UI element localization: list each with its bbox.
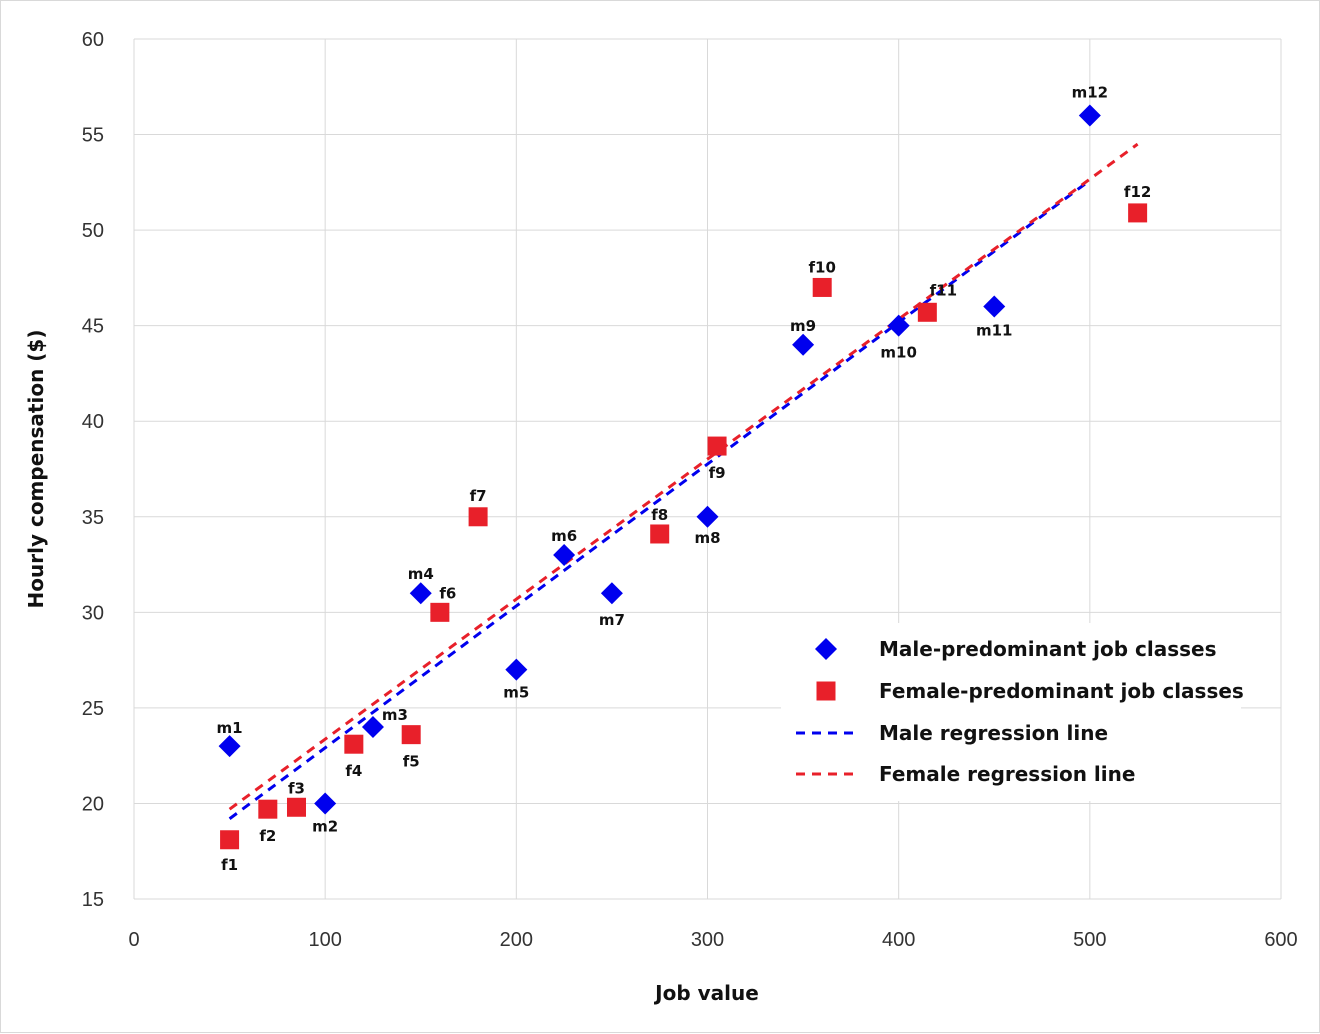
point-label: f7 — [470, 487, 487, 505]
legend-male-points-swatch — [815, 638, 837, 660]
y-tick-label: 45 — [82, 316, 104, 338]
point-label: m12 — [1072, 83, 1109, 101]
point-label: m7 — [599, 611, 625, 629]
male-point — [505, 658, 528, 681]
male-point — [696, 505, 719, 528]
grid — [133, 38, 1282, 900]
point-label: m2 — [312, 817, 338, 835]
male-point — [1078, 104, 1101, 127]
y-tick-label: 30 — [82, 602, 104, 624]
point-labels: m1 m2 m3 m4 m5 m6 m7 m8 m9 m10 m11 m12 f1 f2 f3 f4 f5 f6 f… — [217, 83, 1152, 873]
x-tick-label: 300 — [691, 929, 724, 951]
female-point — [650, 524, 670, 544]
female-point — [468, 507, 488, 527]
point-label: m5 — [503, 684, 529, 702]
point-label: f5 — [403, 753, 420, 771]
legend-background — [781, 623, 1241, 801]
female-point — [1128, 203, 1148, 223]
point-label: m3 — [382, 706, 408, 724]
female-point — [344, 734, 364, 754]
female-point — [707, 436, 727, 456]
female-point — [220, 830, 240, 850]
y-tick-label: 25 — [82, 698, 104, 720]
point-label: f4 — [345, 762, 362, 780]
male-point — [361, 716, 384, 738]
point-label: m1 — [217, 719, 243, 737]
point-label: m11 — [976, 322, 1013, 340]
female-point — [812, 277, 832, 297]
female-point — [286, 797, 306, 817]
y-tick-label: 35 — [82, 507, 104, 529]
point-label: f1 — [221, 856, 238, 874]
point-label: m4 — [408, 565, 434, 583]
x-tick-label: 100 — [308, 929, 341, 951]
data-points — [218, 104, 1148, 850]
legend-male-line-label: Male regression line — [879, 721, 1108, 745]
y-tick-label: 15 — [82, 889, 104, 911]
y-tick-label: 60 — [82, 29, 104, 51]
female-point — [917, 302, 937, 322]
y-tick-label: 55 — [82, 125, 104, 147]
male-point — [409, 582, 432, 605]
male-regression-line — [228, 179, 1091, 820]
male-point — [887, 314, 910, 337]
point-label: f2 — [259, 827, 276, 845]
point-label: f12 — [1124, 183, 1151, 201]
point-label: m10 — [880, 344, 917, 362]
regression-lines — [228, 142, 1139, 820]
x-tick-label: 0 — [128, 929, 139, 951]
tick-labels: 0 100 200 300 400 500 600 15 20 25 30 35 40 45 50 55 60 — [82, 29, 1298, 951]
female-regression-line — [228, 142, 1139, 811]
male-point — [218, 735, 241, 758]
legend-female-points-swatch — [816, 681, 836, 701]
point-label: f11 — [930, 281, 957, 299]
male-point — [983, 295, 1006, 318]
male-point — [553, 544, 576, 566]
female-point — [401, 725, 421, 745]
y-tick-label: 20 — [82, 793, 104, 815]
female-point — [430, 602, 450, 622]
female-point — [258, 799, 278, 819]
point-label: f10 — [808, 258, 835, 276]
legend: Male-predominant job classes Female-predo… — [781, 623, 1244, 801]
male-point — [314, 792, 337, 815]
x-axis-title: Job value — [653, 981, 759, 1005]
male-point — [600, 582, 623, 605]
male-point — [792, 333, 815, 356]
point-label: f8 — [651, 506, 668, 524]
legend-female-line-label: Female regression line — [879, 762, 1135, 786]
point-label: f3 — [288, 779, 305, 797]
x-tick-label: 500 — [1073, 929, 1106, 951]
point-label: f6 — [439, 584, 456, 602]
point-label: m9 — [790, 317, 816, 335]
y-axis-title: Hourly compensation ($) — [24, 330, 48, 609]
y-tick-label: 40 — [82, 411, 104, 433]
point-label: f9 — [709, 464, 726, 482]
x-tick-label: 200 — [500, 929, 533, 951]
point-label: m8 — [694, 529, 720, 547]
point-label: m6 — [551, 527, 577, 545]
legend-female-points-label: Female-predominant job classes — [879, 679, 1244, 703]
x-tick-label: 600 — [1264, 929, 1297, 951]
y-tick-label: 50 — [82, 220, 104, 242]
legend-male-points-label: Male-predominant job classes — [879, 637, 1216, 661]
x-tick-label: 400 — [882, 929, 915, 951]
